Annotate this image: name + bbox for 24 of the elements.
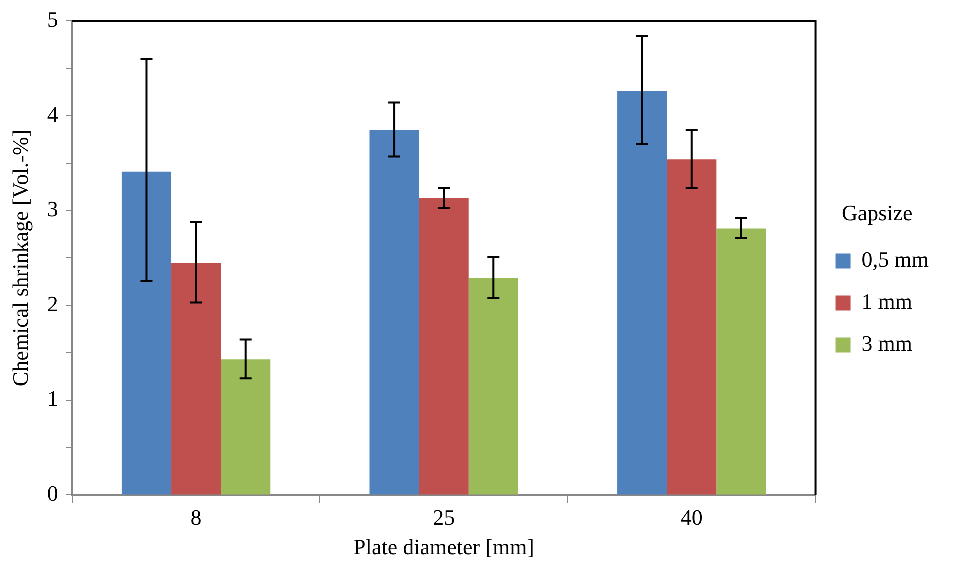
x-tick-label: 40 xyxy=(680,505,703,530)
bar xyxy=(370,130,420,495)
legend-title: Gapsize xyxy=(842,200,913,226)
legend-label: 1 mm xyxy=(862,288,913,314)
y-axis-title: Chemical shrinkage [Vol.-%] xyxy=(8,130,33,387)
legend-label: 0,5 mm xyxy=(862,246,930,272)
bar xyxy=(221,360,271,495)
x-tick-label: 8 xyxy=(190,505,202,530)
bar xyxy=(122,172,172,495)
bar xyxy=(667,160,717,495)
y-tick-label: 3 xyxy=(47,196,58,222)
y-tick-label: 2 xyxy=(47,291,58,316)
y-tick-label: 5 xyxy=(47,6,58,32)
x-axis-title: Plate diameter [mm] xyxy=(354,534,534,560)
bar xyxy=(468,278,518,495)
bar xyxy=(618,91,668,495)
y-tick-label: 4 xyxy=(47,102,58,127)
y-tick-label: 0 xyxy=(47,480,58,506)
bar xyxy=(716,228,766,495)
bar xyxy=(419,198,469,495)
y-tick-label: 1 xyxy=(47,386,58,412)
bar xyxy=(172,262,222,495)
x-tick-label: 25 xyxy=(433,505,456,530)
legend-label: 3 mm xyxy=(862,330,913,356)
